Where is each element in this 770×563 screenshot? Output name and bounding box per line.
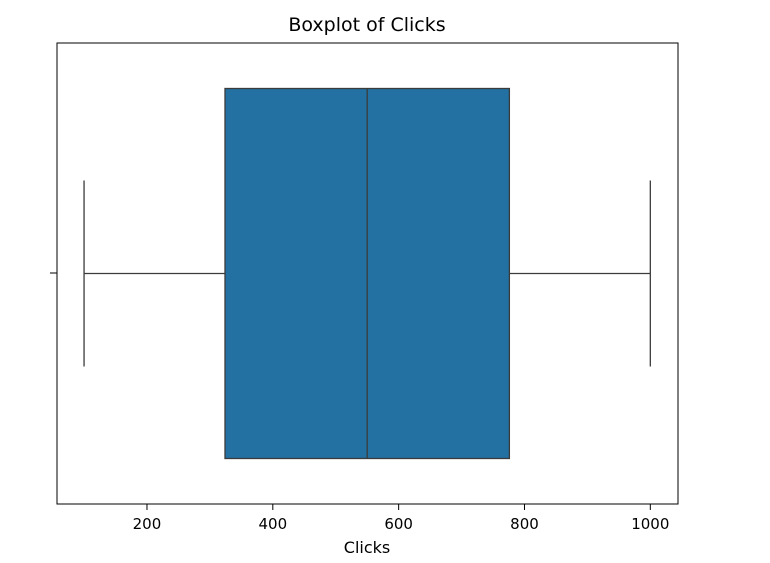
- x-axis-ticks: 200 400 600 800 1000: [133, 504, 669, 533]
- x-tick-label: 400: [258, 515, 287, 533]
- x-tick-label: 600: [384, 515, 413, 533]
- x-tick-label: 800: [510, 515, 539, 533]
- x-tick-label: 1000: [631, 515, 669, 533]
- plot-area: [83, 87, 651, 460]
- x-tick-label: 200: [133, 515, 162, 533]
- chart-title: Boxplot of Clicks: [288, 14, 445, 36]
- x-axis-label: Clicks: [344, 538, 390, 557]
